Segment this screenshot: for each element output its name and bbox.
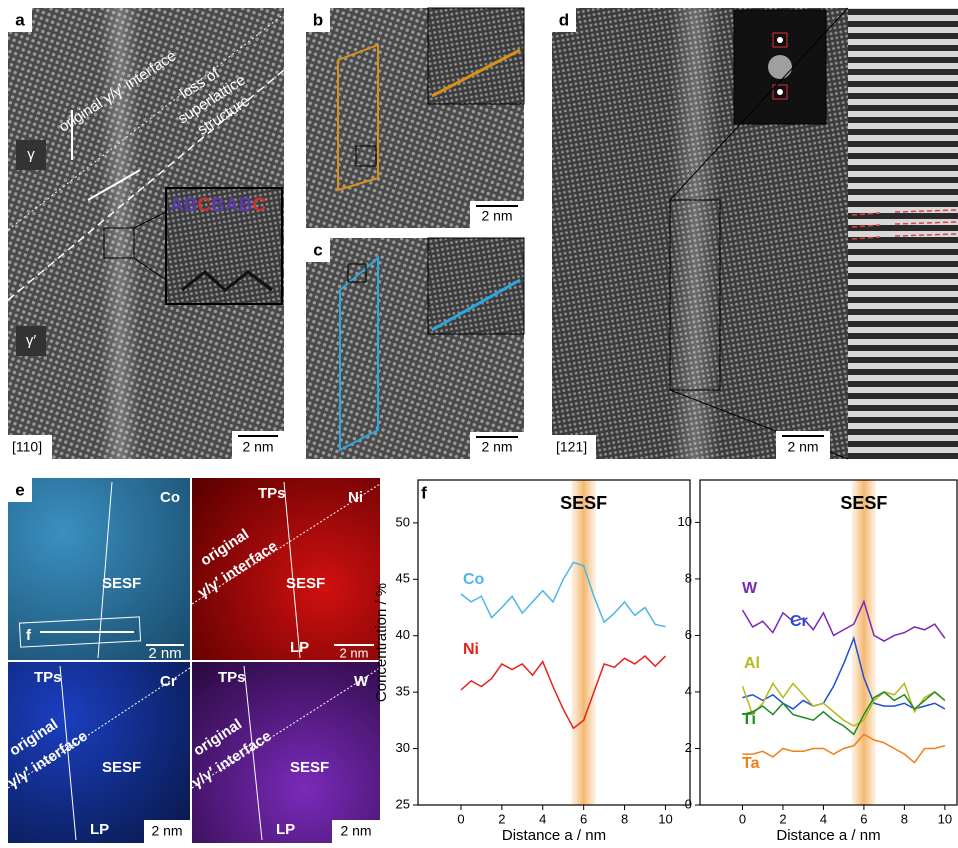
stacking: ABCBABC [170,195,266,216]
fault-label: SESF [290,759,329,776]
scale-bar: 2 nm [242,439,273,455]
series-line [461,656,666,728]
series-label: W [742,580,758,597]
y-tick-label: 8 [685,570,692,585]
element-label: Ni [348,489,363,506]
fault-label: SESF [286,575,325,592]
plot-frame [418,480,690,805]
letter: A [170,195,184,216]
series-label: Co [463,571,485,588]
line-label: LP [90,821,109,838]
phase-label: γ [27,146,35,163]
line-label: LP [290,639,309,656]
series-line [743,638,945,709]
letter: B [184,195,198,216]
y-tick-label: 35 [396,684,410,699]
series-label: Ti [742,711,756,728]
series-line [461,562,666,626]
panel-b: b 2 nm [306,8,524,228]
panel-e: e Co SESF f 2 nm TPs Ni original γ/γ′ in… [5,478,380,843]
panel-label: a [15,10,25,29]
zone-axis: [110] [12,439,42,455]
letter: C [252,195,266,216]
scale-bar: 2 nm [340,645,369,660]
x-tick-label: 6 [580,811,587,826]
zone-axis: [121] [556,439,587,455]
x-tick-label: 8 [621,811,628,826]
element-label: Co [160,489,180,506]
annotation: SESF [840,493,887,513]
x-tick-label: 10 [658,811,672,826]
x-tick-label: 0 [739,811,746,826]
x-tick-label: 2 [498,811,505,826]
series-label: Ni [463,641,479,658]
scale-bar: 2 nm [787,439,818,455]
scale-bar: 2 nm [481,208,512,224]
y-tick-label: 30 [396,740,410,755]
y-tick-label: 6 [685,627,692,642]
x-tick-label: 10 [938,811,952,826]
series-line [743,692,945,734]
series-line [743,683,945,725]
page: {"panels": { "a": {"label": "a", "interf… [0,0,958,848]
panel-label: c [313,240,322,259]
x-tick-label: 0 [457,811,464,826]
letter: B [211,195,225,216]
highlight-band [571,480,596,805]
panel-label: e [15,480,24,499]
x-tick-label: 2 [779,811,786,826]
y-tick-label: 40 [396,627,410,642]
panel-label: b [313,10,323,29]
point-label: TPs [258,485,286,502]
y-tick-label: 0 [685,796,692,811]
y-tick-label: 2 [685,740,692,755]
y-tick-label: 50 [396,514,410,529]
map-w [192,662,380,843]
element-label: W [354,673,369,690]
series-line [743,602,945,642]
x-tick-label: 4 [820,811,827,826]
figure: a original γ/γ′ interface loss of superl… [0,0,958,843]
panel-label: d [559,10,569,29]
letter: A [225,195,239,216]
y-tick-label: 10 [678,514,692,529]
phase-label: γ′ [26,332,37,349]
y-axis-label: Concentration / % [373,583,390,702]
letter: C [197,195,211,216]
x-axis-label: Distance a / nm [776,827,880,843]
letter: B [239,195,253,216]
panel-c: c 2 nm [306,238,524,459]
series-label: Ta [742,755,760,772]
y-tick-label: 4 [685,683,692,698]
x-tick-label: 4 [539,811,546,826]
y-tick-label: 25 [396,796,410,811]
series-label: Cr [790,613,808,630]
series-line [743,734,945,762]
element-label: Cr [160,673,177,690]
scale-bar: 2 nm [151,823,182,839]
point-label: TPs [34,669,62,686]
panel-a: a original γ/γ′ interface loss of superl… [8,8,284,459]
annotation: SESF [560,493,607,513]
scale-bar: 2 nm [340,823,371,839]
scale-bar: 2 nm [148,645,181,662]
point-label: TPs [218,669,246,686]
x-tick-label: 8 [901,811,908,826]
fault-label: SESF [102,575,141,592]
y-tick-label: 45 [396,571,410,586]
fault-label: SESF [102,759,141,776]
panel-d: d [121] 2 nm [552,8,958,459]
x-tick-label: 6 [860,811,867,826]
x-axis-label: Distance a / nm [502,827,606,843]
series-label: Al [744,655,760,672]
panel-label: f [421,483,427,502]
scale-bar: 2 nm [481,439,512,455]
line-label: LP [276,821,295,838]
